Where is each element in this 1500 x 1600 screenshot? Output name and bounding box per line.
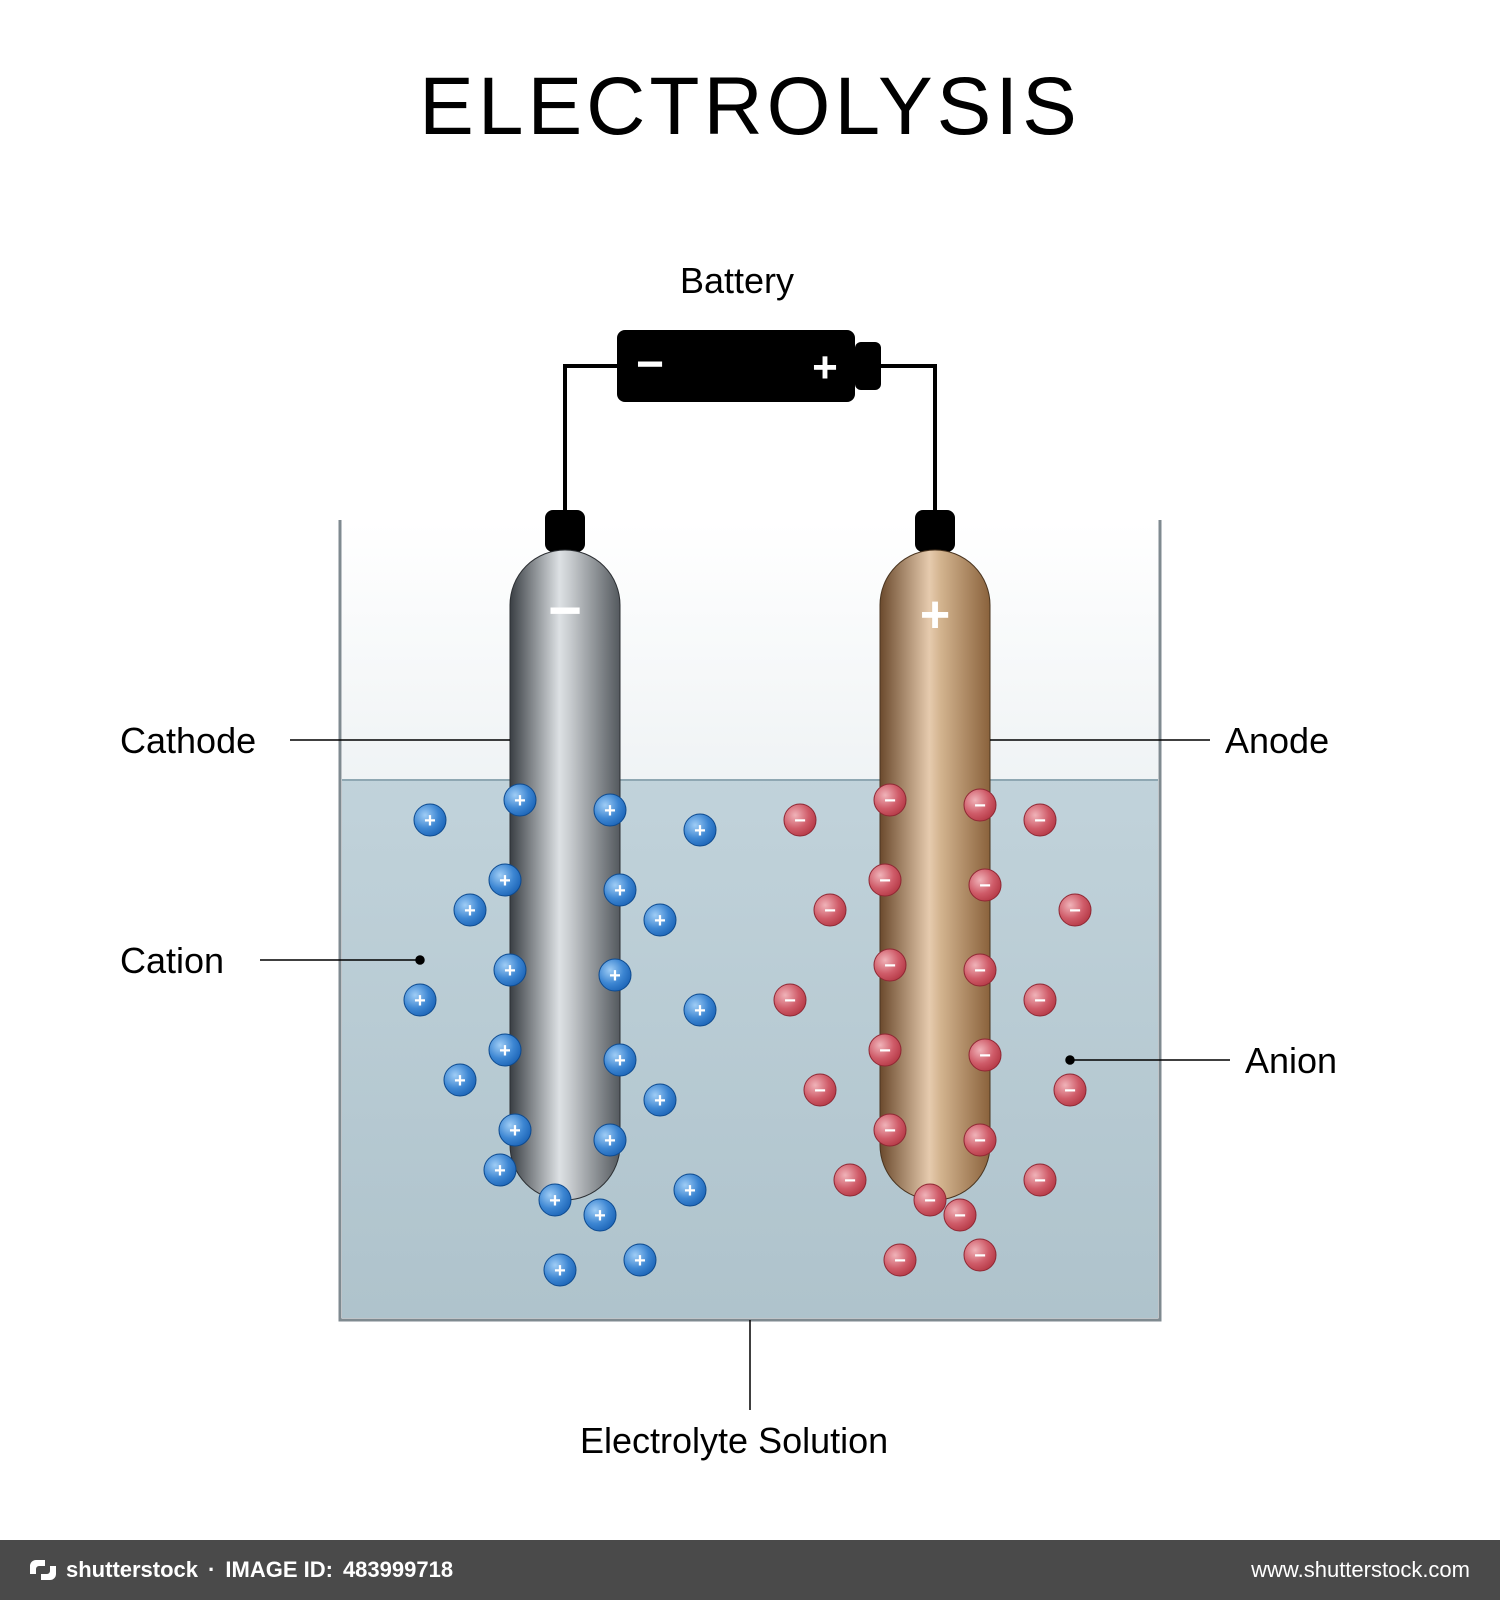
svg-text:+: + <box>634 1250 646 1272</box>
svg-text:−: − <box>884 955 896 977</box>
electrolyte-solution <box>342 780 1158 1318</box>
svg-text:−: − <box>974 1130 986 1152</box>
cathode-cap <box>545 510 585 552</box>
svg-text:+: + <box>594 1205 606 1227</box>
svg-text:−: − <box>1069 900 1081 922</box>
svg-text:−: − <box>979 1045 991 1067</box>
svg-text:+: + <box>554 1260 566 1282</box>
svg-text:+: + <box>609 965 621 987</box>
stock-footer: shutterstock · IMAGE ID: 483999718 www.s… <box>0 1540 1500 1600</box>
brand-name: shutterstock <box>66 1557 198 1583</box>
svg-text:+: + <box>454 1070 466 1092</box>
svg-text:+: + <box>414 990 426 1012</box>
svg-text:−: − <box>784 990 796 1012</box>
svg-text:−: − <box>1034 1170 1046 1192</box>
brand-logo: shutterstock · IMAGE ID: 483999718 <box>30 1557 453 1583</box>
svg-text:+: + <box>604 1130 616 1152</box>
svg-text:+: + <box>499 870 511 892</box>
svg-text:−: − <box>636 338 664 391</box>
svg-text:−: − <box>974 1245 986 1267</box>
battery-icon: − + <box>617 330 881 402</box>
svg-text:−: − <box>824 900 836 922</box>
svg-text:−: − <box>794 810 806 832</box>
svg-text:+: + <box>499 1040 511 1062</box>
svg-text:−: − <box>1034 810 1046 832</box>
svg-text:+: + <box>812 343 838 392</box>
svg-text:+: + <box>509 1120 521 1142</box>
wire-anode <box>881 366 935 510</box>
svg-text:+: + <box>424 810 436 832</box>
svg-text:−: − <box>879 870 891 892</box>
svg-text:−: − <box>894 1250 906 1272</box>
shutterstock-icon <box>30 1557 56 1583</box>
svg-text:+: + <box>920 586 950 644</box>
svg-text:−: − <box>924 1190 936 1212</box>
cathode-electrode: − <box>510 550 620 1200</box>
svg-text:−: − <box>884 1120 896 1142</box>
svg-text:−: − <box>548 578 582 643</box>
svg-text:−: − <box>974 795 986 817</box>
svg-text:+: + <box>654 1090 666 1112</box>
svg-text:−: − <box>844 1170 856 1192</box>
svg-text:−: − <box>979 875 991 897</box>
svg-text:−: − <box>954 1205 966 1227</box>
svg-text:−: − <box>1064 1080 1076 1102</box>
svg-text:+: + <box>464 900 476 922</box>
image-id-label: IMAGE ID: <box>225 1557 333 1583</box>
svg-text:+: + <box>604 800 616 822</box>
svg-text:+: + <box>494 1160 506 1182</box>
image-id: 483999718 <box>343 1557 453 1583</box>
svg-text:+: + <box>614 880 626 902</box>
site-url: www.shutterstock.com <box>1251 1557 1470 1583</box>
svg-text:−: − <box>1034 990 1046 1012</box>
electrolysis-diagram: − + − + ++++++++++++++++++++++++ −−−−−−−… <box>0 0 1500 1600</box>
anode-cap <box>915 510 955 552</box>
svg-text:−: − <box>974 960 986 982</box>
svg-text:+: + <box>684 1180 696 1202</box>
svg-text:+: + <box>654 910 666 932</box>
svg-text:−: − <box>879 1040 891 1062</box>
svg-text:+: + <box>549 1190 561 1212</box>
svg-text:−: − <box>814 1080 826 1102</box>
svg-text:−: − <box>884 790 896 812</box>
svg-text:+: + <box>504 960 516 982</box>
svg-text:+: + <box>514 790 526 812</box>
svg-text:+: + <box>694 1000 706 1022</box>
svg-text:+: + <box>614 1050 626 1072</box>
svg-text:+: + <box>694 820 706 842</box>
wire-cathode <box>565 366 617 510</box>
